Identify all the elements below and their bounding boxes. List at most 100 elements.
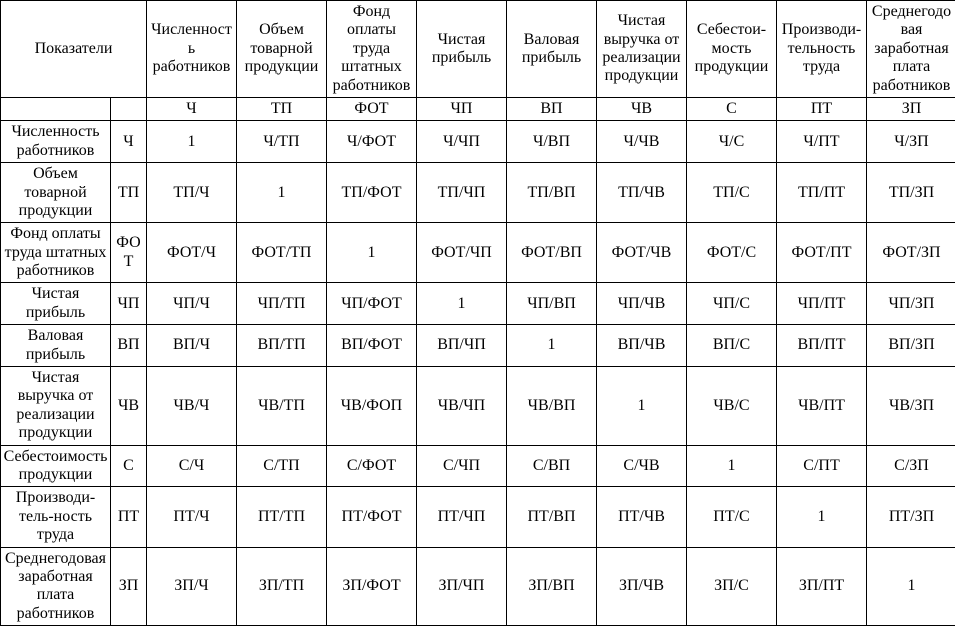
data-cell: Ч/ПТ [777,121,867,163]
data-cell: ЗП/ВП [507,547,597,626]
data-cell: 1 [867,547,955,626]
data-cell: 1 [327,223,417,283]
data-cell: С/ЧП [417,445,507,487]
data-cell: ПТ/ВП [507,487,597,547]
data-cell: С/ПТ [777,445,867,487]
data-cell: Ч/ЗП [867,121,955,163]
data-cell: ТП/ВП [507,163,597,223]
table-row: Себестоимость продукцииСС/ЧС/ТПС/ФОТС/ЧП… [1,445,955,487]
col-header: Себестои-мость продукции [687,1,777,98]
data-cell: ТП/Ч [147,163,237,223]
data-cell: ЗП/ФОТ [327,547,417,626]
table-row: Фонд оплаты труда штатных работниковФОТФ… [1,223,955,283]
data-cell: ЧП/ЗП [867,283,955,325]
data-cell: ЧП/ТП [237,283,327,325]
data-cell: ПТ/ТП [237,487,327,547]
col-header: Производи-тельность труда [777,1,867,98]
row-header-name: Себестоимость продукции [1,445,111,487]
col-abbr: ЗП [867,97,955,120]
data-cell: ЧП/Ч [147,283,237,325]
data-cell: 1 [237,163,327,223]
table-body: Численность работниковЧ1Ч/ТПЧ/ФОТЧ/ЧПЧ/В… [1,121,955,626]
table-row: Производи-тель-ность трудаПТПТ/ЧПТ/ТППТ/… [1,487,955,547]
row-header-abbr: ЗП [111,547,147,626]
data-cell: ПТ/ФОТ [327,487,417,547]
col-header: Численность работников [147,1,237,98]
data-cell: ТП/ФОТ [327,163,417,223]
col-abbr: ВП [507,97,597,120]
data-cell: ПТ/Ч [147,487,237,547]
data-cell: ЧВ/С [687,367,777,446]
data-cell: ЧВ/ФОП [327,367,417,446]
header-row-abbrs: Ч ТП ФОТ ЧП ВП ЧВ С ПТ ЗП [1,97,955,120]
col-abbr: ЧП [417,97,507,120]
data-cell: 1 [507,325,597,367]
data-cell: ЧП/ПТ [777,283,867,325]
row-header-name: Среднегодовая заработная плата работнико… [1,547,111,626]
data-cell: 1 [777,487,867,547]
data-cell: Ч/ЧП [417,121,507,163]
row-header-abbr: ЧП [111,283,147,325]
data-cell: ТП/ПТ [777,163,867,223]
data-cell: Ч/С [687,121,777,163]
table-row: Численность работниковЧ1Ч/ТПЧ/ФОТЧ/ЧПЧ/В… [1,121,955,163]
row-header-abbr: ВП [111,325,147,367]
data-cell: С/ЧВ [597,445,687,487]
col-abbr: ТП [237,97,327,120]
header-spacer [1,97,111,120]
data-cell: Ч/ВП [507,121,597,163]
header-spacer [111,97,147,120]
header-corner: Показатели [1,1,147,98]
row-header-name: Фонд оплаты труда штатных работников [1,223,111,283]
col-abbr: ПТ [777,97,867,120]
header-row-names: Показатели Численность работников Объем … [1,1,955,98]
data-cell: ЗП/С [687,547,777,626]
data-cell: ЧВ/ЧП [417,367,507,446]
data-cell: С/Ч [147,445,237,487]
data-cell: ВП/ЗП [867,325,955,367]
col-abbr: ЧВ [597,97,687,120]
data-cell: С/ВП [507,445,597,487]
row-header-abbr: ПТ [111,487,147,547]
row-header-abbr: ЧВ [111,367,147,446]
data-cell: ПТ/ЧП [417,487,507,547]
data-cell: 1 [597,367,687,446]
table-row: Валовая прибыльВПВП/ЧВП/ТПВП/ФОТВП/ЧП1ВП… [1,325,955,367]
data-cell: ЧВ/ВП [507,367,597,446]
data-cell: ЧП/С [687,283,777,325]
data-cell: ЗП/ЧП [417,547,507,626]
col-header: Чистая прибыль [417,1,507,98]
row-header-abbr: С [111,445,147,487]
col-header: Среднегодовая заработная плата работнико… [867,1,955,98]
row-header-name: Объем товарной продукции [1,163,111,223]
data-cell: ТП/ЗП [867,163,955,223]
table-row: Чистая выручка от реализации продукцииЧВ… [1,367,955,446]
data-cell: ЧВ/ТП [237,367,327,446]
data-cell: ЗП/ПТ [777,547,867,626]
data-cell: Ч/ФОТ [327,121,417,163]
table-row: Объем товарной продукцииТПТП/Ч1ТП/ФОТТП/… [1,163,955,223]
data-cell: ФОТ/Ч [147,223,237,283]
data-cell: ЧВ/Ч [147,367,237,446]
table-row: Чистая прибыльЧПЧП/ЧЧП/ТПЧП/ФОТ1ЧП/ВПЧП/… [1,283,955,325]
data-cell: ФОТ/ПТ [777,223,867,283]
col-header: Валовая прибыль [507,1,597,98]
data-cell: Ч/ЧВ [597,121,687,163]
data-cell: ФОТ/ЗП [867,223,955,283]
data-cell: ЧП/ФОТ [327,283,417,325]
table-row: Среднегодовая заработная плата работнико… [1,547,955,626]
data-cell: ВП/ФОТ [327,325,417,367]
data-cell: ТП/ЧП [417,163,507,223]
data-cell: ВП/С [687,325,777,367]
data-cell: ЧВ/ЗП [867,367,955,446]
data-cell: ФОТ/ВП [507,223,597,283]
col-abbr: С [687,97,777,120]
data-cell: ПТ/ЗП [867,487,955,547]
indicators-matrix-table: Показатели Численность работников Объем … [0,0,955,626]
data-cell: ФОТ/С [687,223,777,283]
row-header-abbr: ТП [111,163,147,223]
data-cell: ТП/ЧВ [597,163,687,223]
data-cell: ЧП/ВП [507,283,597,325]
data-cell: Ч/ТП [237,121,327,163]
row-header-name: Чистая выручка от реализации продукции [1,367,111,446]
